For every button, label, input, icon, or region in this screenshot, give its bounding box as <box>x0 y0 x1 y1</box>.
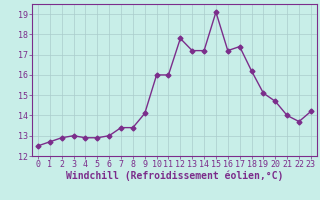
X-axis label: Windchill (Refroidissement éolien,°C): Windchill (Refroidissement éolien,°C) <box>66 171 283 181</box>
